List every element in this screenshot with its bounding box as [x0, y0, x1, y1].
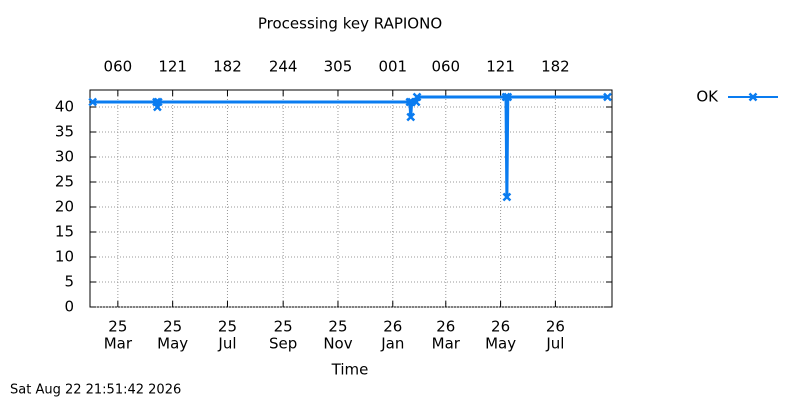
- data-marker: [502, 192, 512, 202]
- x-tick-label: 25: [274, 318, 293, 336]
- y-tick-label: 0: [64, 298, 74, 316]
- y-tick-label: 30: [55, 148, 74, 166]
- x-tick-label: Jul: [217, 335, 236, 353]
- x-tick-label: Jul: [545, 335, 564, 353]
- x2-tick-label: 001: [378, 58, 407, 76]
- x2-tick-label: 244: [269, 58, 298, 76]
- y-tick-label: 40: [55, 98, 74, 116]
- legend-label: OK: [696, 88, 719, 106]
- timestamp: Sat Aug 22 21:51:42 2026: [10, 383, 181, 398]
- x-tick-label: 26: [383, 318, 402, 336]
- x-axis-label: Time: [331, 361, 369, 379]
- x2-tick-label: 060: [431, 58, 460, 76]
- x2-tick-label: 182: [213, 58, 242, 76]
- y-tick-label: 15: [55, 223, 74, 241]
- chart-title: Processing key RAPIONO: [258, 15, 442, 33]
- plot-frame: [89, 89, 613, 308]
- x-tick-label: 25: [218, 318, 237, 336]
- x-tick-label: May: [485, 335, 516, 353]
- data-marker: [88, 97, 98, 107]
- data-marker: [153, 97, 163, 107]
- x-tick-label: 26: [491, 318, 510, 336]
- x-tick-label: 25: [163, 318, 182, 336]
- x-tick-label: 25: [108, 318, 127, 336]
- x-tick-label: May: [157, 335, 188, 353]
- x-tick-label: Mar: [104, 335, 133, 353]
- data-marker: [503, 92, 513, 102]
- legend-marker: [748, 92, 758, 102]
- x-tick-label: Mar: [432, 335, 461, 353]
- x-tick-label: Jan: [380, 335, 404, 353]
- data-marker: [406, 112, 416, 122]
- y-tick-label: 20: [55, 198, 74, 216]
- data-marker: [412, 92, 422, 102]
- x2-tick-label: 182: [541, 58, 570, 76]
- y-tick-label: 5: [64, 273, 74, 291]
- x-tick-label: Sep: [269, 335, 297, 353]
- x-tick-label: 25: [328, 318, 347, 336]
- x2-tick-label: 121: [158, 58, 187, 76]
- x-tick-label: 26: [436, 318, 455, 336]
- y-tick-label: 35: [55, 123, 74, 141]
- data-marker: [603, 92, 612, 102]
- x-tick-label: 26: [546, 318, 565, 336]
- x2-tick-label: 060: [104, 58, 133, 76]
- x2-tick-label: 305: [324, 58, 353, 76]
- y-tick-label: 25: [55, 173, 74, 191]
- y-tick-label: 10: [55, 248, 74, 266]
- x2-tick-label: 121: [486, 58, 515, 76]
- x-tick-label: Nov: [323, 335, 352, 353]
- data-marker: [501, 92, 511, 102]
- data-line: [92, 95, 608, 198]
